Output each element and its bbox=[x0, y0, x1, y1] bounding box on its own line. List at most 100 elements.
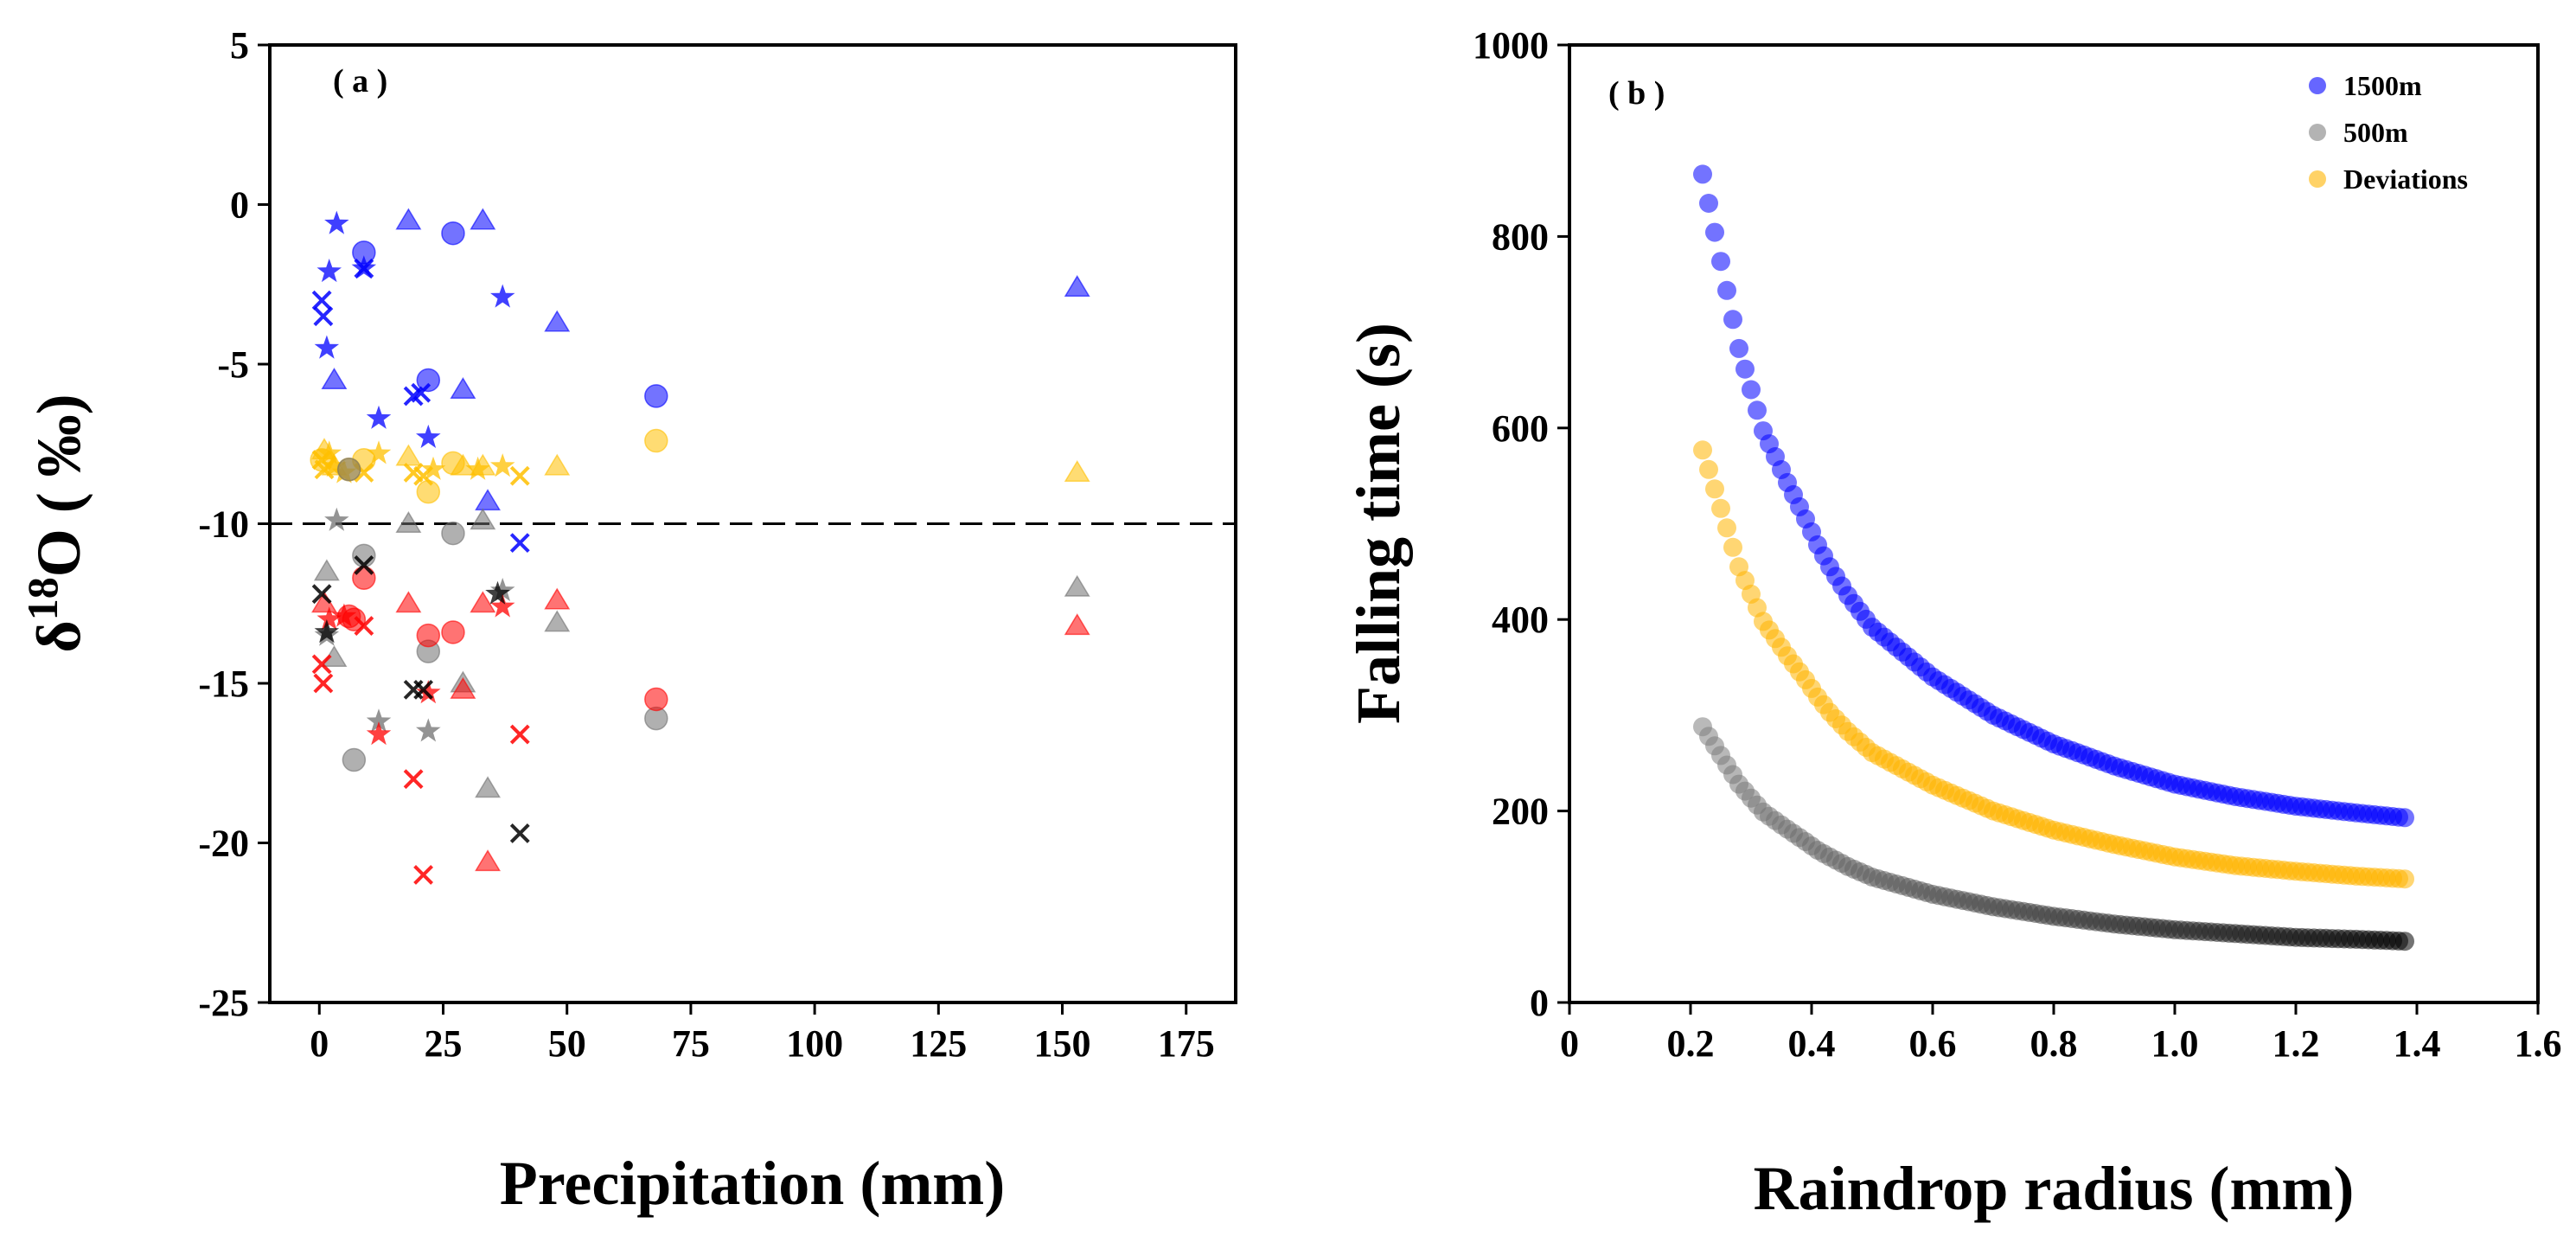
y-tick-label: 600 bbox=[1492, 407, 1549, 450]
x-tick-label: 150 bbox=[1034, 1022, 1091, 1065]
gray-triangle-point bbox=[313, 559, 340, 581]
panel-a-y-axis-label: δ18O ( ‰) bbox=[18, 394, 93, 652]
red-triangle-point bbox=[470, 591, 496, 613]
blue-cross-point bbox=[411, 382, 431, 403]
x-tick-label: 50 bbox=[548, 1022, 586, 1065]
panel-b-label: ( b ) bbox=[1608, 75, 1665, 112]
red-star-point bbox=[490, 593, 515, 618]
panel-a-ticks: 0 25 50 75 100 125 150 175 -25 -20 -15 -10 -5 0 5 bbox=[198, 24, 1214, 1065]
y-tick-label: 0 bbox=[230, 184, 249, 227]
blue-star-point bbox=[316, 259, 342, 283]
blue-triangle-point bbox=[1064, 274, 1090, 297]
blue-star-point bbox=[490, 284, 515, 308]
yellow-triangle-point bbox=[544, 453, 571, 476]
data-point bbox=[1748, 400, 1767, 420]
x-tick-label: 1.0 bbox=[2151, 1022, 2199, 1065]
gray-circle-point bbox=[336, 458, 361, 482]
yellow-star-point bbox=[490, 453, 515, 477]
yellow-circle-point bbox=[416, 479, 441, 504]
y-tick-label: -25 bbox=[198, 982, 249, 1024]
red-star-point bbox=[316, 606, 342, 631]
data-point bbox=[1705, 479, 1724, 499]
panel-a-chart: 0 25 50 75 100 125 150 175 -25 -20 -15 -10 -5 0 5 ( a … bbox=[18, 24, 1237, 1218]
x-tick-label: 0.8 bbox=[2030, 1022, 2078, 1065]
red-cross-point bbox=[313, 673, 334, 694]
data-point bbox=[1717, 518, 1736, 538]
gray-star-point bbox=[366, 708, 392, 733]
panel-b-legend: 1500m 500m Deviations bbox=[2309, 70, 2468, 195]
y-tick-label: 200 bbox=[1492, 791, 1549, 833]
blue-star-point bbox=[324, 210, 349, 234]
y-tick-label: -5 bbox=[217, 343, 249, 386]
x-tick-label: 1.4 bbox=[2394, 1022, 2441, 1065]
y-label-suffix: O ( ‰) bbox=[24, 394, 93, 577]
x-tick-label: 0.6 bbox=[1909, 1022, 1957, 1065]
y-tick-label: -10 bbox=[198, 503, 249, 546]
y-tick-label: 5 bbox=[230, 24, 249, 67]
series-Deviations bbox=[1693, 440, 2414, 889]
red-star-point bbox=[416, 680, 441, 704]
data-point bbox=[1729, 338, 1748, 358]
x-tick-label: 1.6 bbox=[2515, 1022, 2562, 1065]
x-tick-label: 0 bbox=[1560, 1022, 1579, 1065]
y-tick-label: 800 bbox=[1492, 215, 1549, 258]
blue-circle-point bbox=[416, 368, 441, 393]
black-cross-point bbox=[311, 584, 332, 605]
red-cross-point bbox=[413, 864, 433, 885]
yellow-circle-point bbox=[644, 428, 668, 453]
data-point bbox=[1693, 164, 1712, 184]
red-cross-point bbox=[354, 616, 374, 636]
red-cross-point bbox=[403, 769, 424, 790]
red-circle-point bbox=[352, 566, 376, 590]
black-star-point bbox=[314, 619, 340, 644]
blue-cross-point bbox=[509, 533, 530, 554]
black-cross-point bbox=[413, 679, 433, 700]
x-tick-label: 1.2 bbox=[2272, 1022, 2320, 1065]
red-circle-point bbox=[644, 687, 668, 712]
blue-cross-point bbox=[311, 290, 332, 311]
blue-triangle-point bbox=[321, 367, 348, 389]
blue-triangle-point bbox=[544, 310, 571, 332]
gray-triangle-point bbox=[544, 610, 571, 632]
panel-b-chart: 0 0.2 0.4 0.6 0.8 1.0 1.2 1.4 1.6 0 200 400 600 800 10… bbox=[1344, 24, 2562, 1223]
y-tick-label: 0 bbox=[1530, 982, 1549, 1024]
red-triangle-point bbox=[475, 849, 502, 872]
x-tick-label: 100 bbox=[786, 1022, 843, 1065]
yellow-triangle-point bbox=[1064, 460, 1090, 482]
red-circle-point bbox=[416, 623, 441, 648]
gray-circle-point bbox=[441, 521, 465, 546]
red-cross-point bbox=[509, 724, 530, 745]
red-star-point bbox=[366, 721, 392, 746]
blue-triangle-point bbox=[475, 489, 502, 511]
x-tick-label: 0.2 bbox=[1667, 1022, 1715, 1065]
x-tick-label: 75 bbox=[672, 1022, 710, 1065]
data-point bbox=[1735, 359, 1755, 379]
red-cross-point bbox=[311, 654, 332, 675]
panel-b-marks bbox=[1693, 164, 2414, 951]
red-triangle-point bbox=[1064, 613, 1090, 636]
blue-star-point bbox=[366, 405, 392, 429]
data-point bbox=[1711, 498, 1730, 518]
y-tick-label: -15 bbox=[198, 663, 249, 705]
yellow-triangle-point bbox=[450, 453, 476, 476]
blue-circle-point bbox=[441, 221, 465, 246]
blue-cross-point bbox=[313, 306, 334, 327]
blue-triangle-point bbox=[395, 208, 422, 230]
red-circle-point bbox=[441, 620, 465, 644]
legend-marker bbox=[2309, 124, 2326, 141]
x-tick-label: 125 bbox=[910, 1022, 967, 1065]
panel-a-x-axis-label: Precipitation (mm) bbox=[500, 1149, 1006, 1218]
yellow-star-point bbox=[366, 440, 392, 464]
gray-star-point bbox=[324, 507, 349, 531]
data-point bbox=[1723, 310, 1742, 330]
gray-triangle-point bbox=[321, 645, 348, 667]
panel-a-label: ( a ) bbox=[333, 63, 387, 99]
series-500m bbox=[1693, 717, 2414, 951]
data-point bbox=[1699, 194, 1718, 213]
blue-triangle-point bbox=[450, 377, 476, 400]
y-tick-label: -20 bbox=[198, 823, 249, 865]
series-1500m bbox=[1693, 164, 2414, 828]
gray-star-point bbox=[490, 578, 515, 602]
panel-b-ticks: 0 0.2 0.4 0.6 0.8 1.0 1.2 1.4 1.6 0 200 400 600 800 10… bbox=[1473, 24, 2562, 1065]
gray-triangle-point bbox=[395, 511, 422, 533]
